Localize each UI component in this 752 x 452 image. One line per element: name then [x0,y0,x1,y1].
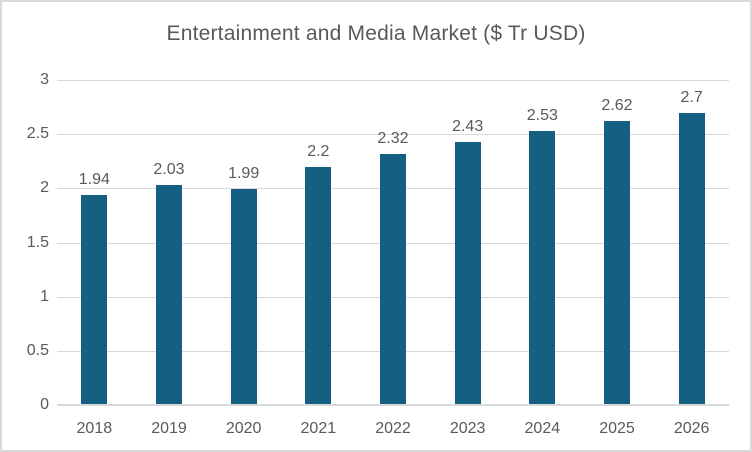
x-axis-tick-label: 2018 [76,420,113,437]
y-axis-tick-label: 0 [40,396,49,413]
chart-title: Entertainment and Media Market ($ Tr USD… [166,22,586,45]
x-axis-tick-label: 2019 [151,420,187,437]
x-axis-tick-label: 2021 [300,420,337,437]
x-axis-tick-label: 2023 [449,420,486,437]
bar-2026 [678,112,705,404]
bar-2018 [81,194,108,404]
x-axis-tick-label: 2026 [673,420,710,437]
y-axis-tick-label: 1 [40,287,49,305]
y-axis-tick-label: 2.5 [26,125,49,143]
y-axis-tick-label: 3 [40,71,49,88]
bar-value-label: 2.32 [377,129,409,147]
bar-2024 [529,130,556,404]
gridline [57,134,729,136]
x-axis-tick-label: 2020 [225,420,262,437]
bar-2023 [454,141,481,404]
x-axis-tick-label: 2024 [524,420,561,437]
gridline [57,80,729,81]
x-axis-tick-label: 2025 [599,420,635,437]
x-axis-line [57,404,729,406]
bar-2020 [230,189,257,404]
bar-value-label: 2.03 [153,161,185,179]
bar-value-label: 1.94 [78,170,110,188]
bar-value-label: 2.62 [601,97,633,115]
bar-value-label: 2.2 [307,142,330,160]
bar-value-label: 2.53 [526,106,558,124]
bar-value-label: 1.99 [228,165,260,183]
y-axis-tick-label: 0.5 [26,341,49,359]
bar-value-label: 2.7 [680,88,703,106]
bar-2019 [156,185,182,404]
bar-2022 [380,153,406,404]
bar-2025 [604,121,630,404]
x-axis-tick-label: 2022 [375,420,411,437]
y-axis-tick-label: 1.5 [26,233,49,251]
bar-2021 [305,166,332,404]
bar-value-label: 2.43 [452,117,484,135]
y-axis-tick-label: 2 [40,179,49,197]
